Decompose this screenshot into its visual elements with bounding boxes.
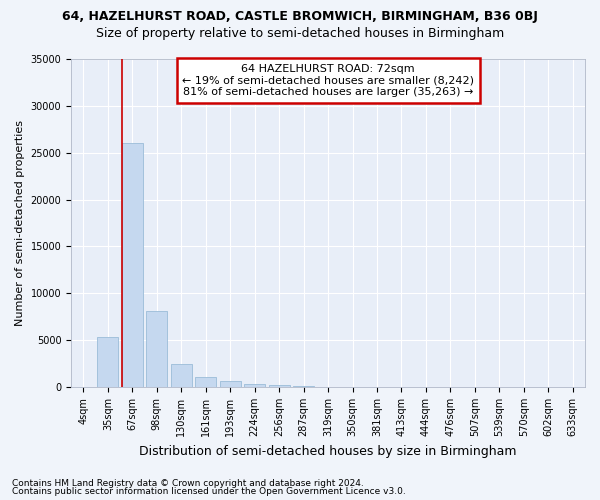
Bar [244,384,265,387]
Bar [196,377,216,387]
Y-axis label: Number of semi-detached properties: Number of semi-detached properties [15,120,25,326]
Text: Contains HM Land Registry data © Crown copyright and database right 2024.: Contains HM Land Registry data © Crown c… [12,478,364,488]
Bar [171,364,191,387]
Bar [220,382,241,387]
Bar [97,338,118,387]
Text: 64 HAZELHURST ROAD: 72sqm
← 19% of semi-detached houses are smaller (8,242)
81% : 64 HAZELHURST ROAD: 72sqm ← 19% of semi-… [182,64,474,97]
Bar [269,384,290,387]
Bar [146,311,167,387]
Text: Size of property relative to semi-detached houses in Birmingham: Size of property relative to semi-detach… [96,28,504,40]
Text: 64, HAZELHURST ROAD, CASTLE BROMWICH, BIRMINGHAM, B36 0BJ: 64, HAZELHURST ROAD, CASTLE BROMWICH, BI… [62,10,538,23]
X-axis label: Distribution of semi-detached houses by size in Birmingham: Distribution of semi-detached houses by … [139,444,517,458]
Text: Contains public sector information licensed under the Open Government Licence v3: Contains public sector information licen… [12,487,406,496]
Bar [122,144,143,387]
Bar [293,386,314,387]
